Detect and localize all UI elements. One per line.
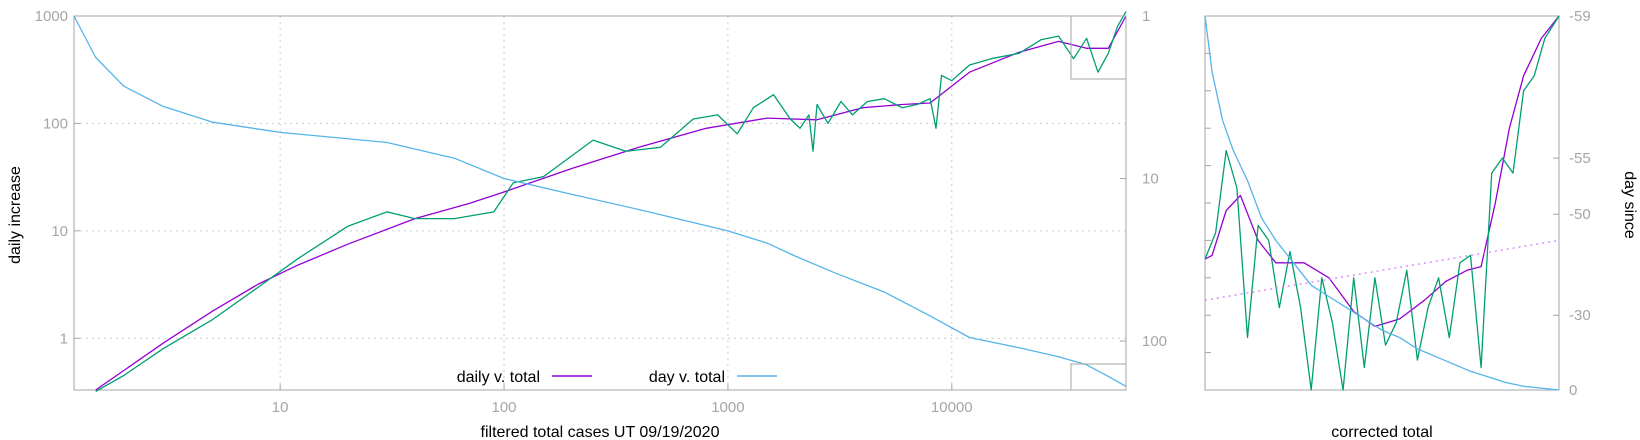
right-series-line-trend — [1204, 239, 1560, 301]
right-y-tick-label: 0 — [1569, 382, 1577, 399]
y2-tick-label: 1 — [1142, 8, 1150, 25]
y2-tick-label: 10 — [1142, 171, 1159, 188]
left-ticks: 10 100 1000 10000 1 10 100 1000 1 10 100 — [35, 8, 1167, 416]
right-y-tick-label: -55 — [1569, 150, 1591, 167]
right-y-tick-label: -30 — [1569, 307, 1591, 324]
y-tick-label: 10 — [51, 223, 68, 240]
inset-box-bottom — [1070, 363, 1127, 391]
right-ticks: 0 -30 -50 -55 -59 — [1205, 8, 1591, 399]
left-series — [73, 11, 1127, 392]
right-series — [1204, 15, 1560, 391]
right-plot-frame — [1204, 15, 1560, 391]
right-y-tick-label: -50 — [1569, 206, 1591, 223]
left-y-axis-title: daily increase — [7, 166, 24, 264]
right-x-axis-title: corrected total — [1331, 424, 1432, 440]
legend-label-day: day v. total — [649, 369, 725, 386]
x-tick-label: 10000 — [931, 399, 973, 416]
left-grid — [74, 15, 1126, 390]
y-tick-label: 100 — [43, 115, 68, 132]
right-y-tick-label: -59 — [1569, 8, 1591, 25]
left-plot-frame — [73, 15, 1127, 391]
inset-box-top — [1070, 15, 1127, 80]
right-series-line-day-since — [1204, 15, 1560, 391]
y2-tick-label: 100 — [1142, 333, 1167, 350]
x-tick-label: 1000 — [711, 399, 744, 416]
series-line-smoothed-daily — [95, 11, 1127, 392]
legend: daily v. total day v. total — [457, 369, 777, 386]
left-x-axis-title: filtered total cases UT 09/19/2020 — [481, 424, 720, 440]
right-y-axis-title: day since — [1621, 171, 1638, 239]
legend-label-daily: daily v. total — [457, 369, 540, 386]
right-series-line-daily-v-total — [1204, 15, 1560, 328]
y-tick-label: 1000 — [35, 8, 68, 25]
x-tick-label: 10 — [272, 399, 289, 416]
series-line-day-v-total — [73, 15, 1127, 387]
right-series-line-smoothed-daily — [1204, 15, 1560, 391]
series-line-daily-v-total — [95, 15, 1127, 391]
y-tick-label: 1 — [60, 330, 68, 347]
x-tick-label: 100 — [492, 399, 517, 416]
